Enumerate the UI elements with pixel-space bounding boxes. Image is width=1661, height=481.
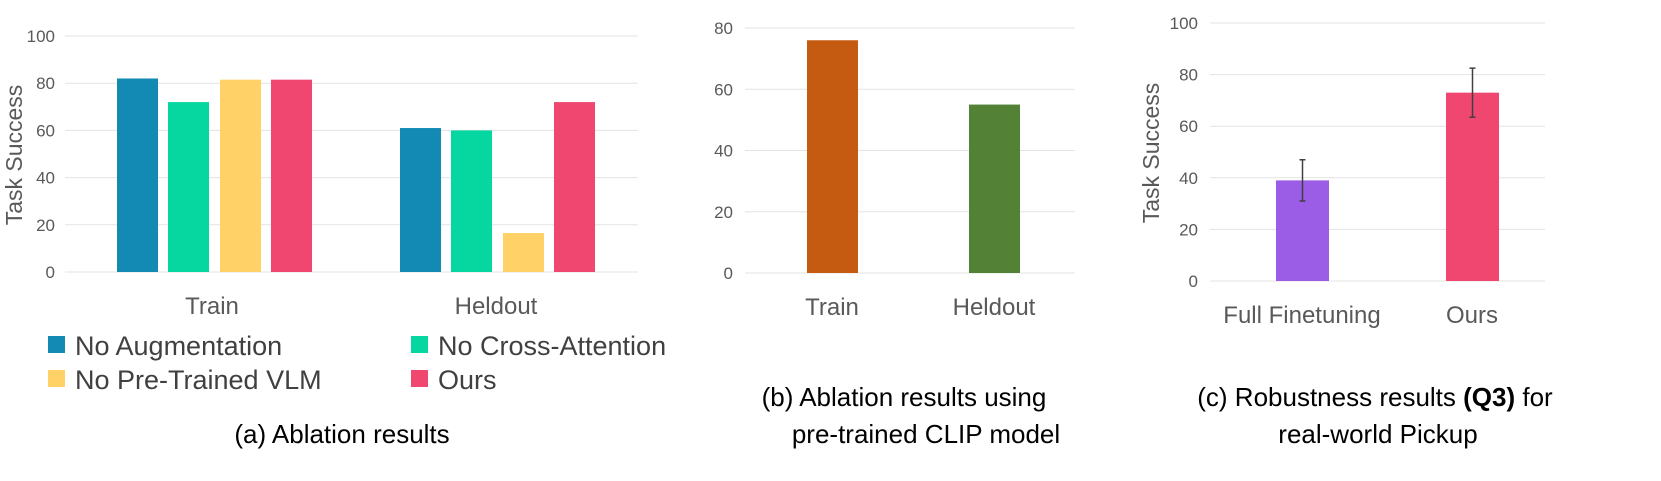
- chart-a-bar-ours: [554, 102, 595, 272]
- chart-b-ytick-label: 40: [714, 142, 733, 161]
- chart-a-ytick-label: 60: [36, 121, 55, 140]
- chart-a-bar-no-augmentation: [400, 128, 441, 272]
- chart-b-ytick-label: 0: [724, 264, 733, 283]
- chart-a-legend-swatch: [411, 336, 428, 353]
- chart-a-ytick-label: 100: [27, 27, 55, 46]
- chart-b-clip-ablation: 0 20 40 60 80 Train Heldout (b) Ablation resu…: [714, 19, 1075, 449]
- chart-b-caption-line1: (b) Ablation results using: [762, 382, 1047, 412]
- chart-a-legend-label: Ours: [438, 365, 497, 395]
- chart-a-bar-no-cross-attention: [168, 102, 209, 272]
- chart-a-bar-no-augmentation: [117, 78, 158, 272]
- chart-c-ytick-label: 40: [1179, 169, 1198, 188]
- chart-a-ytick-label: 80: [36, 74, 55, 93]
- chart-a-legend-swatch: [411, 370, 428, 387]
- chart-c-ytick-label: 20: [1179, 220, 1198, 239]
- chart-a-ytick-label: 20: [36, 216, 55, 235]
- chart-c-caption-line2: real-world Pickup: [1278, 419, 1477, 449]
- chart-a-y-axis-label: Task Success: [1, 85, 27, 226]
- chart-c-ytick-label: 80: [1179, 66, 1198, 85]
- chart-a-category-label: Heldout: [455, 293, 538, 320]
- chart-b-category-label: Train: [805, 294, 859, 321]
- chart-a-legend-swatch: [48, 336, 65, 353]
- chart-a-bar-no-pre-trained-vlm: [220, 79, 261, 272]
- chart-b-ytick-label: 80: [714, 19, 733, 38]
- chart-b-ytick-label: 60: [714, 80, 733, 99]
- chart-b-caption-line2: pre-trained CLIP model: [792, 419, 1060, 449]
- chart-c-ytick-label: 60: [1179, 117, 1198, 136]
- chart-c-robustness: 0 20 40 60 80 100 Task Success Full Finetunin…: [1138, 14, 1553, 449]
- chart-b-category-label: Heldout: [953, 294, 1036, 321]
- chart-c-ytick-label: 0: [1189, 272, 1198, 291]
- chart-c-category-label: Full Finetuning: [1223, 302, 1380, 329]
- chart-a-bar-no-pre-trained-vlm: [503, 233, 544, 272]
- chart-a-ablation: 0 20 40 60 80 100 Task Success Train Heldout N…: [1, 27, 666, 449]
- chart-c-y-axis-label: Task Success: [1138, 83, 1164, 224]
- chart-a-caption: (a) Ablation results: [234, 419, 449, 449]
- chart-c-category-label: Ours: [1446, 302, 1498, 329]
- chart-a-legend-swatch: [48, 370, 65, 387]
- chart-b-bar-heldout: [969, 104, 1020, 273]
- chart-a-legend: No Augmentation No Cross-Attention No Pre-…: [48, 331, 666, 395]
- chart-a-legend-label: No Augmentation: [75, 331, 282, 361]
- chart-a-legend-label: No Pre-Trained VLM: [75, 365, 322, 395]
- chart-c-bar-ours: [1446, 92, 1499, 281]
- chart-a-category-label: Train: [185, 293, 239, 320]
- chart-a-legend-label: No Cross-Attention: [438, 331, 666, 361]
- chart-b-bar-train: [807, 40, 858, 273]
- chart-a-bar-ours: [271, 79, 312, 272]
- chart-a-ytick-label: 40: [36, 169, 55, 188]
- chart-c-ytick-label: 100: [1170, 14, 1198, 33]
- chart-c-caption-line1: (c) Robustness results (Q3) for: [1197, 382, 1553, 412]
- chart-b-ytick-label: 20: [714, 203, 733, 222]
- chart-a-ytick-label: 0: [46, 263, 55, 282]
- chart-a-bar-no-cross-attention: [451, 130, 492, 272]
